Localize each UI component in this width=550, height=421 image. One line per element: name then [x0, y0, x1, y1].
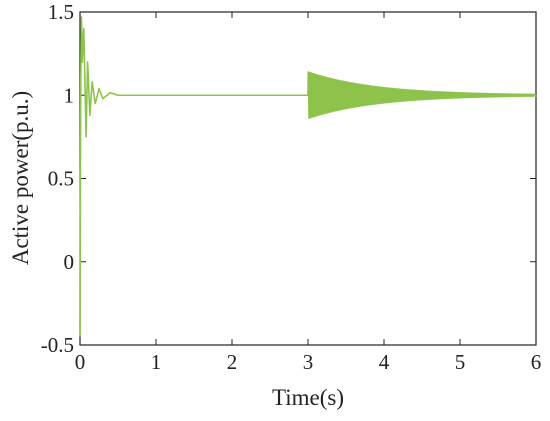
x-tick-label: 6	[531, 350, 542, 374]
plot-area	[79, 11, 537, 346]
x-axis-label: Time(s)	[272, 385, 344, 410]
x-tick-label: 0	[75, 350, 86, 374]
series-layer	[79, 16, 537, 337]
x-tick-label: 3	[303, 350, 314, 374]
x-tick-label: 5	[455, 350, 466, 374]
series-line-active-power	[79, 16, 537, 337]
x-tick-label: 1	[151, 350, 162, 374]
y-tick-label: 1.5	[48, 0, 74, 24]
y-tick-label: 0	[64, 250, 75, 274]
y-tick-label: -0.5	[41, 333, 74, 357]
y-axis-label: Active power(p.u.)	[8, 91, 33, 265]
x-tick-label: 4	[379, 350, 390, 374]
x-tick-label: 2	[227, 350, 238, 374]
y-tick-label: 0.5	[48, 167, 74, 191]
y-tick-label: 1	[64, 83, 75, 107]
x-axis: 0 1 2 3 4 5 6	[75, 12, 542, 374]
